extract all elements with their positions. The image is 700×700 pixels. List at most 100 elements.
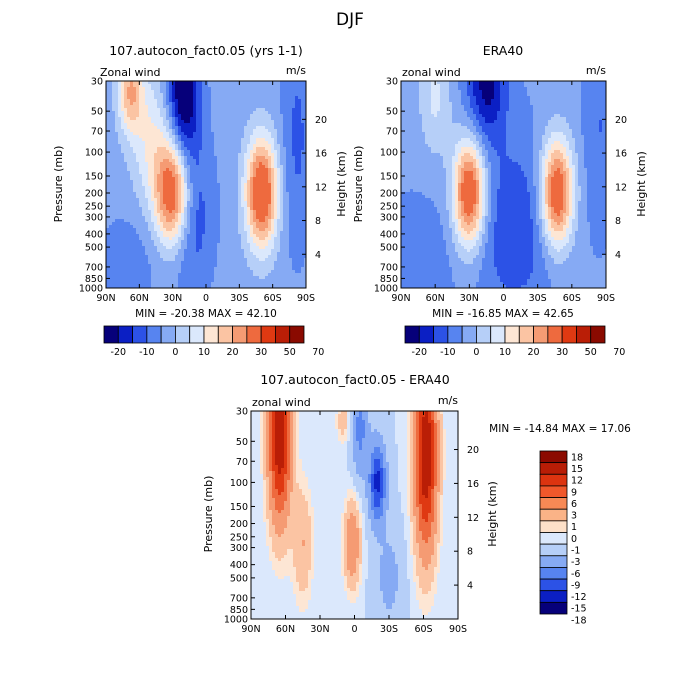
field-cell	[178, 108, 182, 112]
field-cell	[112, 210, 116, 214]
field-cell	[142, 147, 146, 151]
field-cell	[602, 84, 606, 88]
field-cell	[208, 198, 212, 202]
field-cell	[163, 267, 167, 271]
field-cell	[458, 90, 462, 94]
field-cell	[121, 159, 125, 163]
field-cell	[142, 210, 146, 214]
field-cell	[142, 114, 146, 118]
field-cell	[187, 255, 191, 259]
field-cell	[277, 132, 281, 136]
field-cell	[274, 147, 278, 151]
field-cell	[157, 171, 161, 175]
field-cell	[133, 258, 137, 262]
field-cell	[235, 123, 239, 127]
field-cell	[160, 258, 164, 262]
field-cell	[286, 237, 290, 241]
field-cell	[208, 228, 212, 232]
field-cell	[118, 279, 122, 283]
field-cell	[295, 135, 299, 139]
field-cell	[286, 252, 290, 256]
field-cell	[250, 123, 254, 127]
field-cell	[229, 234, 233, 238]
field-cell	[202, 138, 206, 142]
field-cell	[253, 87, 257, 91]
field-cell	[166, 117, 170, 121]
field-cell	[223, 267, 227, 271]
field-cell	[211, 195, 215, 199]
field-cell	[244, 147, 248, 151]
field-cell	[172, 114, 176, 118]
field-cell	[304, 252, 306, 256]
field-cell	[262, 246, 266, 250]
field-cell	[184, 225, 188, 229]
field-cell	[208, 252, 212, 256]
field-cell	[214, 147, 218, 151]
field-cell	[109, 198, 113, 202]
field-cell	[202, 246, 206, 250]
field-cell	[193, 249, 197, 253]
field-cell	[154, 174, 158, 178]
field-cell	[244, 168, 248, 172]
field-cell	[136, 186, 140, 190]
field-cell	[244, 132, 248, 136]
field-cell	[280, 246, 284, 250]
field-cell	[118, 234, 122, 238]
field-cell	[437, 84, 441, 88]
field-cell	[193, 276, 197, 280]
field-cell	[190, 141, 194, 145]
field-cell	[217, 135, 221, 139]
field-cell	[295, 108, 299, 112]
field-cell	[274, 186, 278, 190]
field-cell	[109, 177, 113, 181]
field-cell	[259, 237, 263, 241]
field-cell	[115, 222, 119, 226]
field-cell	[211, 243, 215, 247]
field-cell	[295, 162, 299, 166]
field-cell	[250, 165, 254, 169]
field-cell	[262, 198, 266, 202]
field-cell	[298, 105, 302, 109]
field-cell	[208, 156, 212, 160]
field-cell	[178, 177, 182, 181]
field-cell	[148, 165, 152, 169]
field-cell	[253, 135, 257, 139]
field-cell	[175, 114, 179, 118]
field-cell	[190, 105, 194, 109]
field-cell	[160, 285, 164, 288]
field-cell	[229, 186, 233, 190]
field-cell	[142, 192, 146, 196]
field-cell	[145, 90, 149, 94]
field-cell	[521, 81, 525, 85]
field-cell	[247, 273, 251, 277]
field-cell	[154, 195, 158, 199]
field-cell	[283, 225, 287, 229]
field-cell	[163, 81, 167, 85]
field-cell	[229, 276, 233, 280]
field-cell	[136, 174, 140, 178]
field-cell	[157, 270, 161, 274]
field-cell	[223, 183, 227, 187]
field-cell	[289, 105, 293, 109]
field-cell	[205, 147, 209, 151]
field-cell	[148, 141, 152, 145]
field-cell	[298, 177, 302, 181]
field-cell	[226, 150, 230, 154]
field-cell	[509, 87, 513, 91]
field-cell	[118, 99, 122, 103]
field-cell	[130, 147, 134, 151]
field-cell	[581, 81, 585, 85]
field-cell	[277, 99, 281, 103]
field-cell	[139, 159, 143, 163]
field-cell	[145, 141, 149, 145]
field-cell	[157, 162, 161, 166]
field-cell	[256, 234, 260, 238]
field-cell	[235, 279, 239, 283]
field-cell	[178, 120, 182, 124]
field-cell	[115, 225, 119, 229]
field-cell	[283, 276, 287, 280]
field-cell	[298, 180, 302, 184]
field-cell	[133, 240, 137, 244]
field-cell	[118, 246, 122, 250]
field-cell	[118, 216, 122, 220]
